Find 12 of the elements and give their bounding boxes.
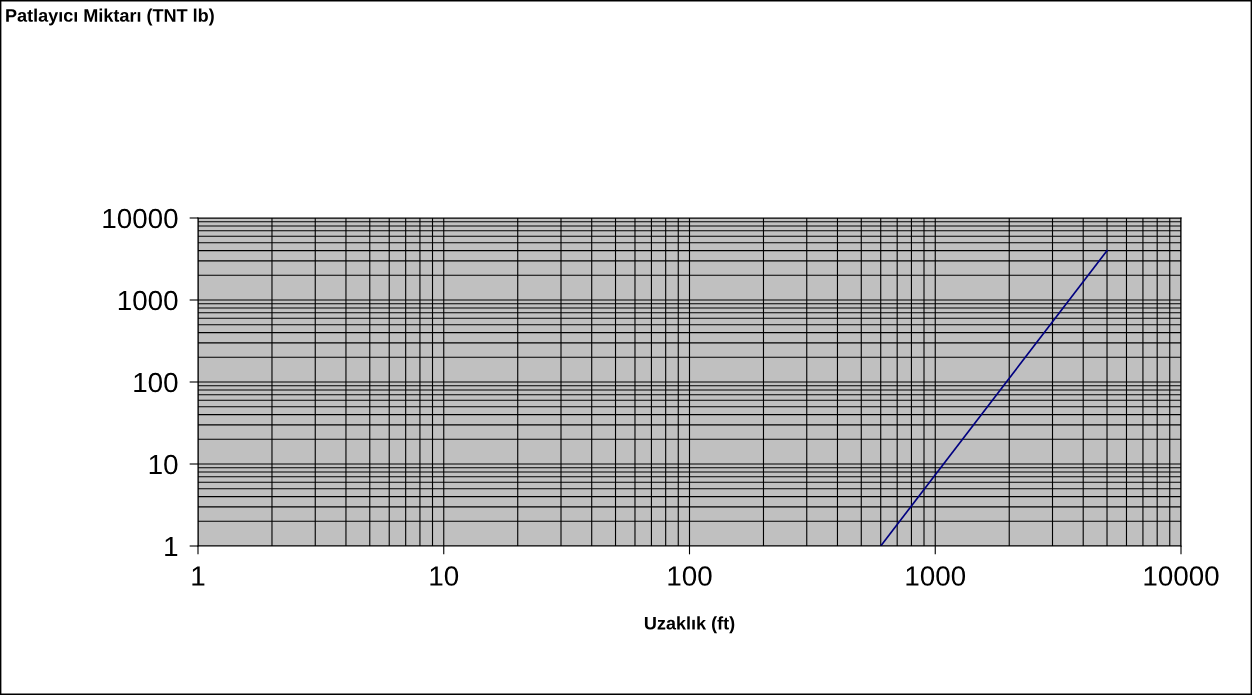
x-tick-label: 10000 xyxy=(1144,566,1219,586)
x-tick-label: 10 xyxy=(430,566,459,586)
x-tick-label: 1 xyxy=(192,566,205,586)
y-tick-label: 1000 xyxy=(118,290,178,311)
x-tick-label: 100 xyxy=(668,566,712,586)
y-tick-label: 10 xyxy=(149,454,178,475)
y-tick-label: 100 xyxy=(134,372,178,393)
text: Patlayıcı Miktarı (TNT lb) xyxy=(6,8,214,26)
y-tick-label: 10000 xyxy=(103,208,178,229)
x-tick-label: 1000 xyxy=(906,566,966,586)
y-tick-label: 1 xyxy=(165,536,178,557)
x-axis-title: Uzaklık (ft) xyxy=(644,616,735,634)
